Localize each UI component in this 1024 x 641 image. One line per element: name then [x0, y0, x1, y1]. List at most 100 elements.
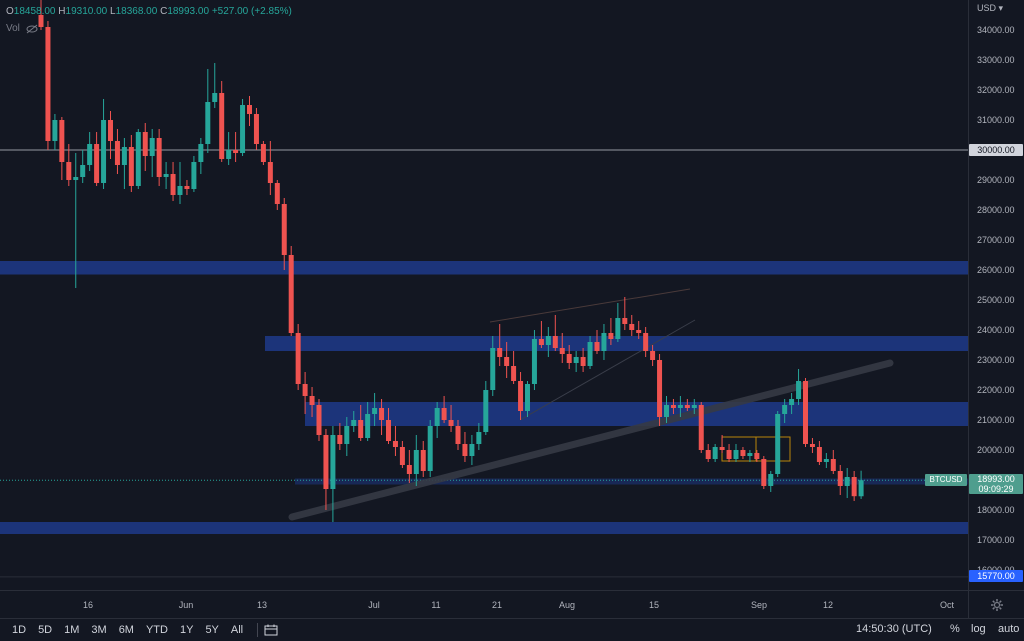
candle-body — [768, 474, 774, 486]
candle-body — [796, 381, 802, 399]
candle-body — [740, 450, 746, 456]
candle-body — [45, 27, 51, 141]
candle-body — [726, 450, 732, 459]
candle-body — [240, 105, 246, 153]
candle-body — [142, 132, 148, 156]
time-tick-label: Aug — [559, 600, 575, 610]
hline-price-tag: 30000.00 — [969, 144, 1023, 156]
support-resistance-zone — [265, 336, 968, 351]
currency-selector[interactable]: USD ▾ — [977, 3, 1003, 14]
range-button-1m[interactable]: 1M — [64, 624, 80, 636]
candle-body — [156, 138, 162, 177]
candle-body — [608, 333, 614, 339]
candle-body — [101, 120, 107, 183]
candle-body — [830, 459, 836, 471]
close-label: C — [160, 6, 168, 17]
candle-body — [358, 420, 364, 438]
candle-body — [844, 477, 850, 486]
candle-body — [316, 405, 322, 435]
candle-body — [114, 141, 120, 165]
range-button-5d[interactable]: 5D — [38, 624, 53, 636]
candle-body — [351, 420, 357, 426]
wedge-upper-line — [489, 288, 691, 323]
chart-area[interactable]: O18458.00 H19310.00 L18368.00 C18993.00 … — [0, 0, 968, 590]
candle-body — [559, 348, 565, 354]
price-tick-label: 20000.00 — [977, 445, 1015, 455]
last-price-tag: 18993.00 09:09:29 — [969, 474, 1023, 494]
candle-body — [761, 459, 767, 486]
range-button-6m[interactable]: 6M — [118, 624, 134, 636]
candle-body — [691, 405, 697, 408]
candle-body — [281, 204, 287, 255]
time-tick-label: 11 — [431, 600, 440, 610]
volume-label: Vol — [6, 23, 20, 34]
candle-body — [198, 144, 204, 162]
bar-countdown: 09:09:29 — [978, 484, 1014, 494]
price-tick-label: 26000.00 — [977, 265, 1015, 275]
candle-body — [657, 360, 663, 417]
price-tick-label: 22000.00 — [977, 385, 1015, 395]
eye-hidden-icon[interactable] — [26, 24, 38, 34]
candle-body — [344, 426, 350, 444]
candle-body — [247, 105, 252, 114]
range-button-5y[interactable]: 5Y — [205, 624, 219, 636]
price-axis[interactable]: USD ▾ 34000.00 33000.00 32000.00 31000.00 29… — [968, 0, 1024, 590]
price-tick-label: 18000.00 — [977, 505, 1015, 515]
log-scale-button[interactable]: log — [971, 623, 986, 635]
candle-body — [803, 381, 808, 444]
candle-body — [253, 114, 259, 144]
high-label: H — [58, 6, 66, 17]
auto-scale-button[interactable]: auto — [998, 623, 1020, 635]
candle-body — [226, 150, 232, 159]
percent-scale-button[interactable]: % — [950, 623, 960, 635]
low-value: 18368.00 — [115, 6, 158, 17]
low-label: L — [110, 6, 116, 17]
range-button-1d[interactable]: 1D — [12, 624, 27, 636]
candle-body — [448, 420, 454, 426]
candle-body — [782, 405, 788, 414]
high-value: 19310.00 — [65, 6, 108, 17]
range-button-ytd[interactable]: YTD — [145, 624, 168, 636]
time-tick-label: 21 — [492, 600, 502, 610]
candle-body — [476, 432, 482, 444]
candle-body — [434, 408, 440, 426]
candle-body — [212, 93, 218, 102]
price-tick-label: 24000.00 — [977, 325, 1015, 335]
time-tick-label: Jun — [179, 600, 194, 610]
time-tick-label: Sep — [751, 600, 767, 610]
candle-body — [622, 318, 628, 324]
range-button-all[interactable]: All — [230, 624, 244, 636]
chart-settings-button[interactable] — [968, 590, 1024, 619]
time-tick-label: 13 — [257, 600, 267, 610]
price-tick-label: 32000.00 — [977, 85, 1015, 95]
utc-clock[interactable]: 14:50:30 (UTC) — [856, 623, 932, 635]
candle-body — [295, 333, 301, 384]
candle-body — [462, 444, 468, 456]
time-axis-ticks: 16 Jun 13 Jul 11 21 Aug 15 Sep 12 Oct — [83, 600, 955, 610]
calendar-range-icon[interactable] — [264, 624, 278, 636]
price-tick-label: 21000.00 — [977, 415, 1015, 425]
range-button-3m[interactable]: 3M — [91, 624, 107, 636]
ohlc-legend: O18458.00 H19310.00 L18368.00 C18993.00 … — [6, 6, 292, 17]
currency-label: USD — [977, 3, 997, 13]
candle-body — [163, 174, 169, 177]
price-tick-label: 34000.00 — [977, 25, 1015, 35]
time-axis[interactable]: 16 Jun 13 Jul 11 21 Aug 15 Sep 12 Oct — [0, 590, 968, 619]
candle-body — [490, 348, 496, 390]
candlestick-chart[interactable] — [0, 0, 968, 590]
consolidation-box-inner — [755, 436, 791, 462]
candle-body — [233, 150, 239, 153]
candle-body — [712, 447, 718, 459]
wedge-lower-line — [519, 319, 696, 421]
bottom-toolbar: 1D 5D 1M 3M 6M YTD 1Y 5Y All 14:50:30 (UTC) % lo… — [0, 618, 1024, 641]
candle-body — [219, 93, 225, 159]
candle-body — [705, 450, 711, 459]
close-value: 18993.00 — [167, 6, 210, 17]
candle-body — [511, 366, 517, 381]
candle-body — [191, 162, 197, 189]
candle-body — [664, 405, 669, 417]
price-tick-label: 28000.00 — [977, 205, 1015, 215]
candle-body — [823, 459, 829, 462]
price-tick-label: 33000.00 — [977, 55, 1015, 65]
range-button-1y[interactable]: 1Y — [179, 624, 194, 636]
